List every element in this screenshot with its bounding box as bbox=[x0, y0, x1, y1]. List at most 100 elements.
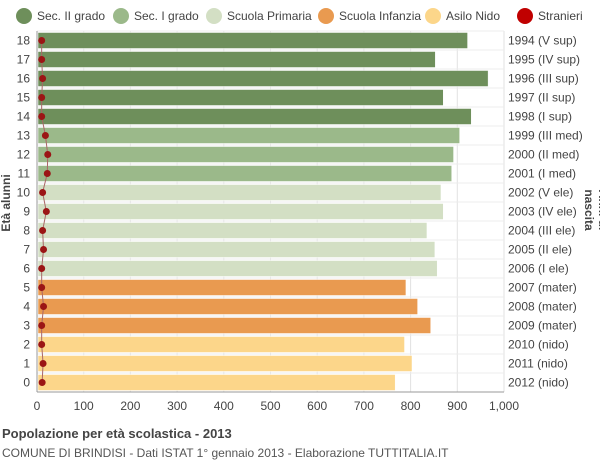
x-tick-label: 700 bbox=[354, 399, 374, 413]
y-tick-label: 17 bbox=[17, 53, 31, 67]
y-tick-label: 15 bbox=[17, 91, 31, 105]
birth-year-label: 2009 (mater) bbox=[508, 319, 577, 333]
legend-swatch bbox=[206, 8, 222, 24]
birth-year-label: 2003 (IV ele) bbox=[508, 205, 577, 219]
y-tick-label: 6 bbox=[23, 262, 30, 276]
y-tick-label: 10 bbox=[17, 186, 31, 200]
birth-year-label: 2007 (mater) bbox=[508, 281, 577, 295]
birth-year-label: 2004 (III ele) bbox=[508, 224, 575, 238]
legend-swatch bbox=[517, 8, 533, 24]
stranieri-point bbox=[39, 75, 47, 82]
x-tick-label: 900 bbox=[447, 399, 467, 413]
y-tick-label: 1 bbox=[23, 357, 30, 371]
y-axis-label-left: Età alunni bbox=[0, 174, 13, 232]
x-tick-label: 100 bbox=[74, 399, 94, 413]
x-tick-label: 400 bbox=[214, 399, 234, 413]
x-tick-label: 800 bbox=[401, 399, 421, 413]
stranieri-point bbox=[39, 227, 47, 234]
birth-year-label: 2002 (V ele) bbox=[508, 186, 573, 200]
stranieri-point bbox=[40, 246, 48, 253]
x-tick-label: 200 bbox=[120, 399, 140, 413]
birth-year-label: 2006 (I ele) bbox=[508, 262, 569, 276]
stranieri-point bbox=[38, 94, 46, 101]
bar bbox=[37, 298, 418, 315]
bar bbox=[37, 279, 407, 296]
y-tick-label: 9 bbox=[23, 205, 30, 219]
legend-item: Stranieri bbox=[517, 6, 583, 26]
stranieri-point bbox=[38, 56, 46, 63]
birth-year-label: 2010 (nido) bbox=[508, 338, 569, 352]
stranieri-point bbox=[43, 170, 51, 177]
birth-year-label: 1994 (V sup) bbox=[508, 34, 577, 48]
birth-year-label: 1995 (IV sup) bbox=[508, 53, 580, 67]
legend-item: Asilo Nido bbox=[425, 6, 500, 26]
bar bbox=[37, 108, 472, 125]
legend-item: Sec. II grado bbox=[16, 6, 105, 26]
y-tick-label: 4 bbox=[23, 300, 30, 314]
y-tick-label: 18 bbox=[17, 34, 31, 48]
x-tick-label: 500 bbox=[260, 399, 280, 413]
birth-year-label: 2005 (II ele) bbox=[508, 243, 572, 257]
birth-year-label: 1999 (III med) bbox=[508, 129, 583, 143]
bar bbox=[37, 355, 413, 372]
y-axis-label-right: Anni di nascita bbox=[582, 189, 600, 231]
birth-year-label: 1998 (I sup) bbox=[508, 110, 572, 124]
legend-label: Sec. II grado bbox=[37, 9, 106, 23]
bar bbox=[37, 222, 428, 239]
legend: Sec. II grado Sec. I grado Scuola Primaria… bbox=[0, 6, 600, 26]
bar bbox=[37, 260, 438, 277]
x-tick-label: 600 bbox=[307, 399, 327, 413]
stranieri-point bbox=[39, 360, 47, 367]
y-tick-label: 5 bbox=[23, 281, 30, 295]
y-tick-label: 2 bbox=[23, 338, 30, 352]
y-tick-label: 13 bbox=[17, 129, 31, 143]
bar bbox=[37, 89, 444, 106]
y-tick-label: 12 bbox=[17, 148, 31, 162]
stranieri-point bbox=[38, 322, 46, 329]
bar bbox=[37, 336, 405, 353]
legend-swatch bbox=[113, 8, 129, 24]
stranieri-point bbox=[38, 284, 46, 291]
stranieri-point bbox=[41, 132, 49, 139]
stranieri-point bbox=[42, 208, 50, 215]
bar bbox=[37, 127, 460, 144]
birth-year-label: 2012 (nido) bbox=[508, 376, 569, 390]
birth-year-label: 2001 (I med) bbox=[508, 167, 576, 181]
birth-year-label: 1997 (II sup) bbox=[508, 91, 575, 105]
stranieri-point bbox=[44, 151, 52, 158]
birth-year-label: 1996 (III sup) bbox=[508, 72, 579, 86]
legend-item: Scuola Infanzia bbox=[318, 6, 421, 26]
stranieri-point bbox=[38, 37, 46, 44]
bar bbox=[37, 241, 436, 258]
chart-subtitle: COMUNE DI BRINDISI - Dati ISTAT 1° genna… bbox=[2, 446, 449, 460]
bar bbox=[37, 317, 431, 334]
legend-item: Sec. I grado bbox=[113, 6, 199, 26]
bar bbox=[37, 51, 436, 68]
legend-swatch bbox=[425, 8, 441, 24]
bar bbox=[37, 146, 454, 163]
legend-label: Scuola Primaria bbox=[227, 9, 312, 23]
bar bbox=[37, 184, 442, 201]
y-tick-label: 7 bbox=[23, 243, 30, 257]
bar bbox=[37, 165, 452, 182]
birth-year-label: 2008 (mater) bbox=[508, 300, 577, 314]
legend-swatch bbox=[16, 8, 32, 24]
stranieri-point bbox=[38, 379, 46, 386]
stranieri-point bbox=[39, 189, 47, 196]
legend-label: Sec. I grado bbox=[134, 9, 199, 23]
y-tick-label: 11 bbox=[18, 167, 31, 181]
stranieri-point bbox=[40, 303, 48, 310]
y-tick-label: 14 bbox=[17, 110, 31, 124]
bar bbox=[37, 32, 468, 49]
stranieri-point bbox=[38, 341, 46, 348]
legend-swatch bbox=[318, 8, 334, 24]
y-tick-label: 16 bbox=[17, 72, 31, 86]
legend-item: Scuola Primaria bbox=[206, 6, 312, 26]
y-tick-label: 8 bbox=[23, 224, 30, 238]
legend-label: Scuola Infanzia bbox=[339, 9, 422, 23]
y-tick-label: 0 bbox=[23, 376, 30, 390]
y-tick-label: 3 bbox=[23, 319, 30, 333]
bar bbox=[37, 203, 444, 220]
x-tick-label: 0 bbox=[34, 399, 41, 413]
